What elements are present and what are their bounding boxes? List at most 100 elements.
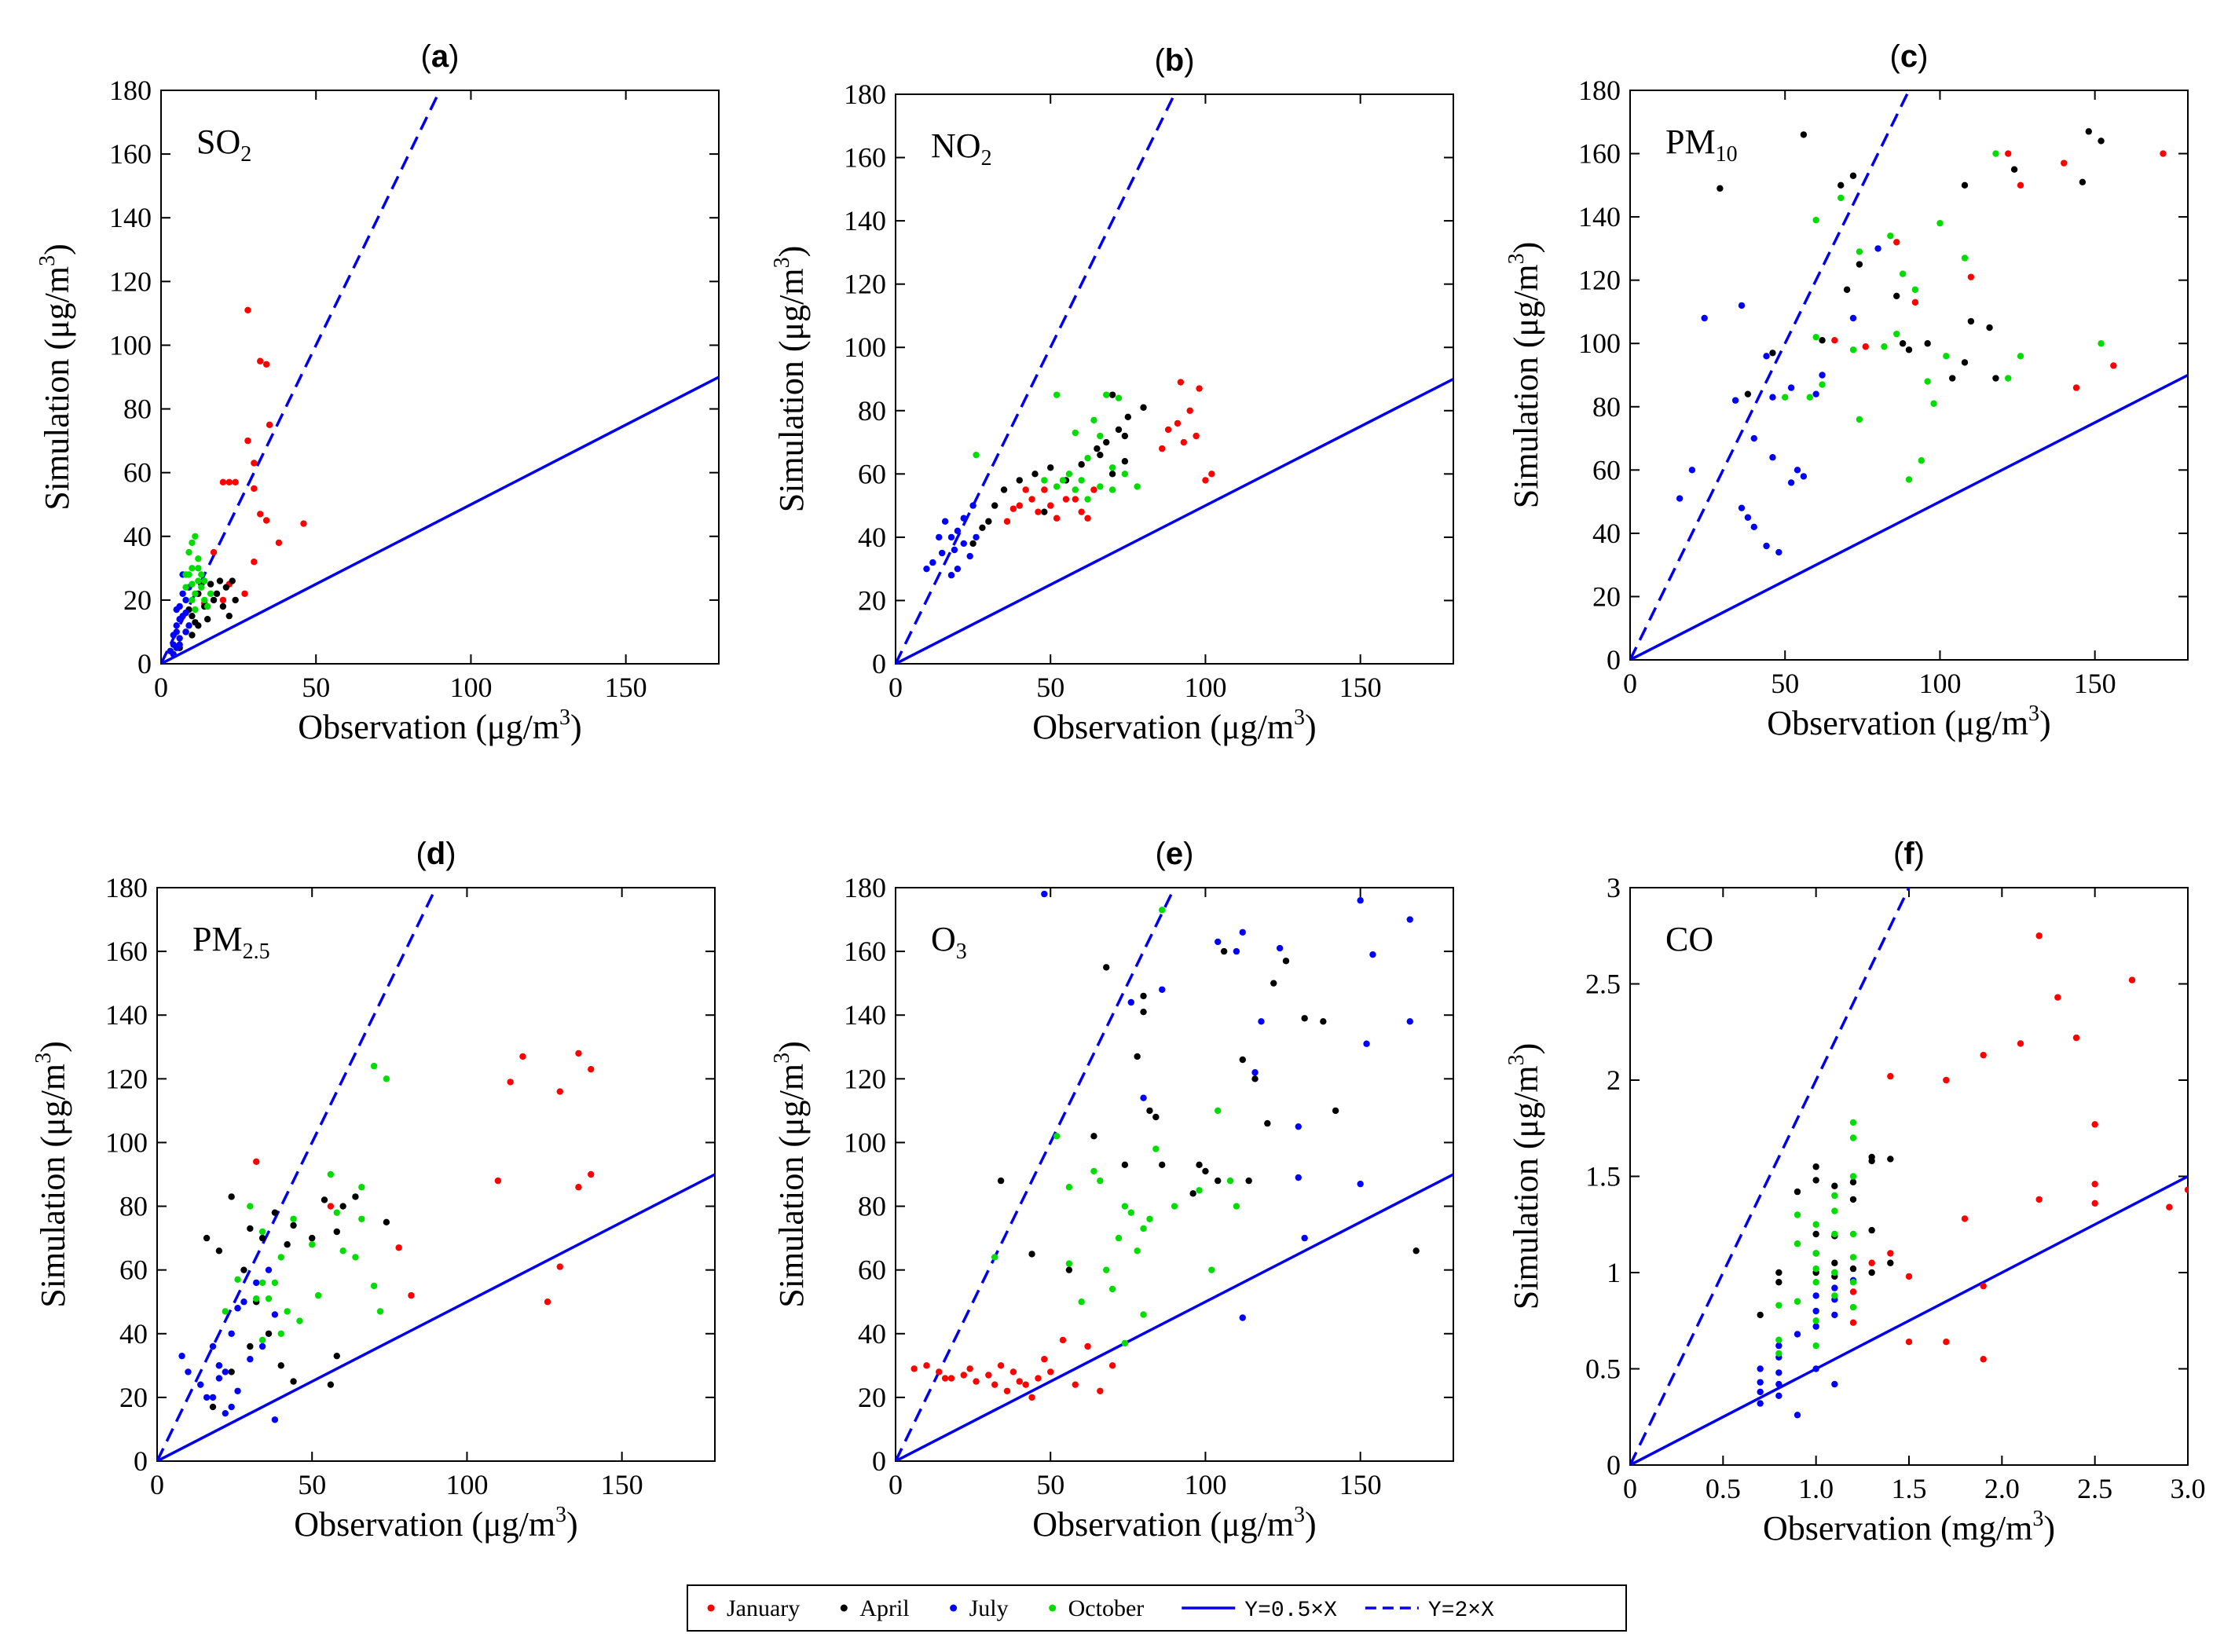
data-point-jan — [1022, 486, 1029, 493]
data-point-apr — [1800, 131, 1808, 138]
data-point-jan — [985, 1372, 992, 1379]
data-point-jan — [219, 478, 227, 486]
data-point-oct — [1134, 483, 1141, 490]
y-tick-label: 20 — [858, 1382, 886, 1413]
data-point-jul — [253, 1279, 260, 1287]
data-point-apr — [189, 632, 196, 639]
data-point-jan — [1003, 1387, 1011, 1394]
data-point-jul — [271, 1311, 279, 1318]
y-tick-label: 120 — [109, 266, 152, 297]
x-tick-label: 50 — [298, 1469, 326, 1500]
x-tick-label: 50 — [1036, 1469, 1064, 1500]
legend-label-jan: January — [727, 1595, 800, 1621]
data-point-jan — [1868, 1259, 1875, 1266]
data-point-jul — [929, 559, 936, 566]
data-point-jan — [544, 1299, 551, 1306]
data-point-jul — [1757, 1365, 1764, 1372]
data-point-jan — [408, 1291, 415, 1299]
legend-item-apr: April — [840, 1595, 910, 1621]
data-point-jul — [1738, 302, 1746, 310]
data-point-apr — [1031, 471, 1039, 478]
data-point-jul — [1793, 467, 1801, 474]
data-point-apr — [271, 1209, 279, 1216]
data-point-oct — [1078, 477, 1085, 484]
data-point-oct — [222, 1308, 229, 1315]
data-point-jan — [225, 478, 233, 486]
data-point-oct — [234, 1276, 241, 1284]
line-y-half-x — [1630, 1174, 2188, 1465]
y-tick-label: 60 — [123, 457, 152, 489]
data-point-jan — [1980, 1282, 1987, 1290]
series-apr — [1757, 1153, 1894, 1319]
data-point-jan — [575, 1049, 582, 1057]
data-point-apr — [1301, 1015, 1308, 1022]
data-point-oct — [1943, 353, 1950, 360]
series-jul — [1676, 245, 1881, 556]
data-point-apr — [1831, 1182, 1838, 1189]
data-point-jan — [1059, 1336, 1067, 1344]
data-point-jan — [1196, 385, 1203, 392]
data-point-apr — [1047, 464, 1054, 471]
data-point-jul — [215, 1375, 223, 1382]
data-point-apr — [213, 590, 221, 597]
data-point-apr — [290, 1222, 297, 1229]
data-point-oct — [333, 1209, 340, 1216]
data-point-oct — [1793, 1298, 1801, 1305]
data-point-oct — [376, 1308, 384, 1315]
data-point-oct — [265, 1295, 273, 1302]
data-point-jan — [1041, 486, 1048, 493]
data-point-apr — [1270, 980, 1277, 987]
data-point-jul — [947, 533, 955, 541]
data-point-jan — [1159, 445, 1166, 452]
data-point-apr — [997, 1177, 1005, 1185]
data-point-jul — [1750, 523, 1757, 531]
data-point-jan — [2160, 150, 2167, 157]
data-point-apr — [1108, 471, 1116, 478]
data-point-apr — [1121, 432, 1129, 440]
x-axis-label: Observation (mg/m3) — [1763, 1507, 2055, 1548]
data-point-oct — [1053, 391, 1061, 398]
x-tick-label: 2.5 — [2077, 1473, 2112, 1504]
data-point-jan — [241, 590, 248, 597]
data-point-jan — [1849, 1319, 1857, 1326]
data-point-jul — [1363, 1040, 1370, 1047]
data-point-oct — [2017, 353, 2024, 360]
legend-item-oct: October — [1049, 1595, 1144, 1621]
data-point-oct — [1146, 1215, 1153, 1222]
data-point-jul — [1406, 1018, 1413, 1025]
data-point-oct — [1127, 1209, 1134, 1216]
data-point-apr — [1812, 1230, 1819, 1238]
data-point-jan — [1108, 1362, 1116, 1369]
data-point-jul — [178, 1352, 185, 1360]
data-point-oct — [284, 1308, 291, 1315]
legend-label-apr: April — [859, 1595, 909, 1621]
data-point-apr — [1837, 181, 1845, 189]
data-point-apr — [219, 603, 227, 610]
data-point-oct — [198, 584, 205, 591]
data-point-apr — [1094, 445, 1101, 452]
data-point-jul — [1793, 1412, 1801, 1419]
data-point-jan — [2184, 1186, 2188, 1193]
data-point-oct — [182, 584, 189, 591]
data-point-jan — [1186, 407, 1193, 414]
y-tick-label: 180 — [105, 872, 148, 903]
data-point-oct — [1108, 1285, 1116, 1293]
x-axis-label: Observation (μg/m3) — [298, 705, 581, 746]
legend-marker-oct — [1049, 1604, 1057, 1612]
data-point-oct — [1849, 1134, 1857, 1141]
data-point-apr — [1140, 992, 1147, 1000]
data-point-apr — [247, 1225, 254, 1233]
data-point-oct — [1881, 343, 1888, 350]
data-point-apr — [1239, 1056, 1246, 1064]
data-point-oct — [1090, 416, 1097, 424]
data-point-jul — [1295, 1174, 1302, 1181]
data-point-jul — [1676, 495, 1684, 502]
data-point-oct — [192, 606, 199, 614]
data-point-oct — [1849, 346, 1857, 353]
data-point-apr — [228, 1193, 235, 1200]
data-point-jul — [1775, 1380, 1783, 1388]
data-point-oct — [1108, 464, 1116, 471]
data-point-jan — [1016, 1378, 1023, 1385]
data-point-jan — [1943, 1076, 1950, 1084]
data-point-oct — [277, 1330, 284, 1337]
